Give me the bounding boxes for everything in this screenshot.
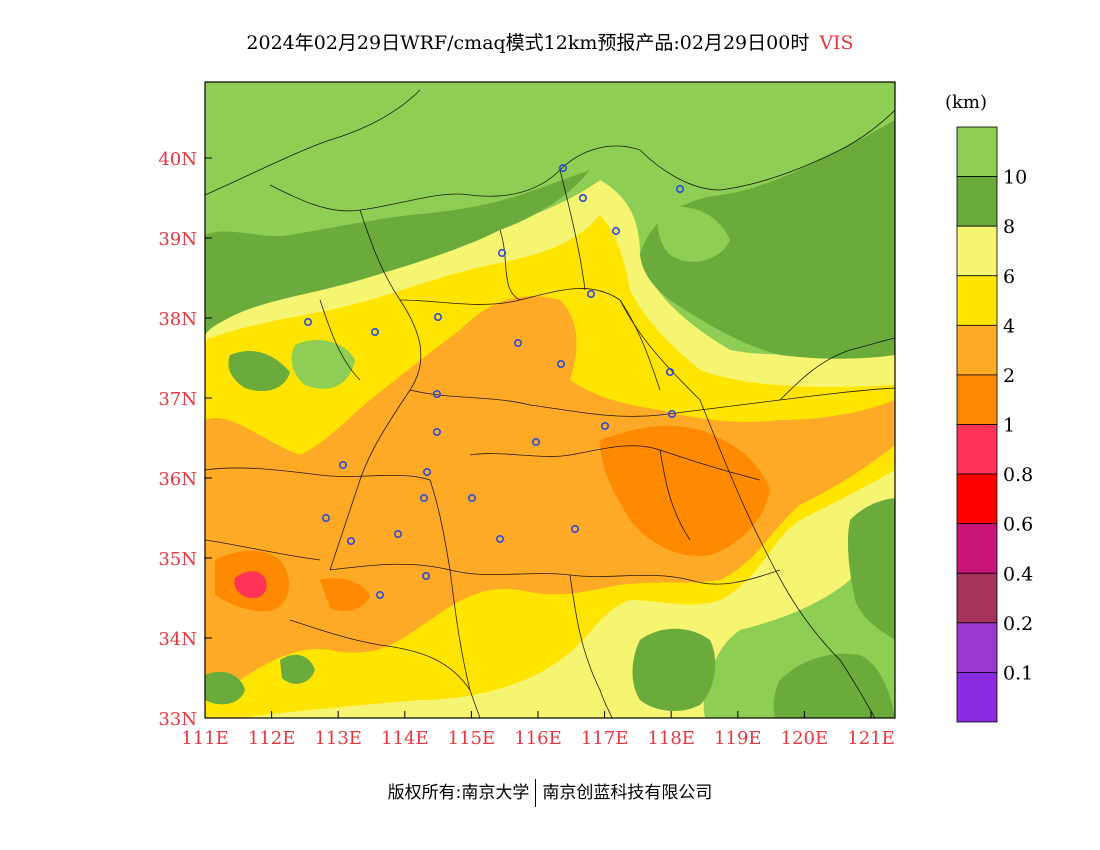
colorbar-label: 0.1 (1003, 662, 1033, 684)
copyright-footer: 版权所有:南京大学 南京创蓝科技有限公司 (0, 778, 1100, 807)
lon-tick-label: 115E (448, 728, 496, 749)
colorbar-label: 1 (1003, 415, 1015, 437)
legend-unit: (km) (945, 92, 987, 113)
visibility-field (205, 82, 895, 718)
colorbar-segment (956, 523, 998, 574)
lon-tick-label: 112E (248, 728, 296, 749)
station-marker (513, 338, 522, 347)
colorbar-segment (956, 572, 998, 624)
lat-tick-label: 33N (158, 709, 197, 730)
station-marker (321, 513, 330, 522)
station-marker (586, 289, 595, 298)
colorbar-segment (956, 126, 998, 177)
station-marker (419, 493, 428, 502)
station-marker (393, 529, 402, 538)
lat-tick-label: 38N (158, 309, 197, 330)
colorbar-segment (956, 424, 998, 475)
station-marker (303, 317, 312, 326)
map-frame (204, 81, 896, 719)
station-marker (467, 493, 476, 502)
latitude-axis: 33N 34N 35N 36N 37N 38N 39N 40N (158, 149, 212, 730)
lon-tick-label: 117E (581, 728, 629, 749)
title-text: 2024年02月29日WRF/cmaq模式12km预报产品:02月29日00时 (246, 32, 810, 54)
station-markers (303, 164, 684, 599)
colorbar-label: 4 (1003, 315, 1015, 337)
station-marker (346, 536, 355, 545)
colorbar-segment (956, 622, 998, 673)
colorbar-label: 6 (1003, 266, 1015, 288)
station-marker (556, 359, 565, 368)
station-marker (570, 524, 579, 533)
lon-tick-label: 120E (781, 728, 829, 749)
copyright-right: 南京创蓝科技有限公司 (542, 783, 713, 803)
lon-tick-label: 118E (647, 728, 695, 749)
colorbar-segment (956, 672, 998, 723)
station-marker (421, 571, 430, 580)
station-marker (497, 249, 506, 258)
colorbar-segment (956, 324, 998, 376)
colorbar-label: 2 (1003, 365, 1015, 387)
colorbar-segment (956, 275, 998, 326)
station-marker (578, 194, 587, 203)
lat-tick-label: 40N (158, 149, 197, 170)
colorbar-segment (956, 374, 998, 425)
longitude-axis: 111E 112E 113E 114E 115E 116E 117E 118E 119E 120E… (181, 711, 895, 749)
lon-tick-label: 111E (181, 728, 229, 749)
station-marker (611, 227, 620, 236)
lon-tick-label: 119E (714, 728, 762, 749)
colorbar-label: 0.4 (1003, 563, 1033, 585)
station-marker (531, 437, 540, 446)
colorbar-label: 0.6 (1003, 514, 1033, 536)
lon-tick-label: 121E (847, 728, 895, 749)
lat-tick-label: 34N (158, 629, 197, 650)
station-marker (600, 421, 609, 430)
station-marker (422, 467, 431, 476)
colorbar-label: 0.2 (1003, 613, 1033, 635)
station-marker (432, 427, 441, 436)
title-variable: VIS (819, 32, 854, 54)
station-marker (433, 312, 442, 321)
copyright-left: 版权所有:南京大学 (387, 783, 530, 803)
lon-tick-label: 116E (514, 728, 562, 749)
station-marker (495, 534, 504, 543)
footer-separator (535, 779, 537, 807)
colorbar: 10 8 6 4 2 1 0.8 0.6 0.4 0.2 0.1 (956, 126, 1033, 723)
station-marker (558, 164, 567, 173)
station-marker (432, 389, 441, 398)
colorbar-segment (956, 225, 998, 277)
lat-tick-label: 36N (158, 469, 197, 490)
lat-tick-label: 39N (158, 229, 197, 250)
station-marker (675, 185, 684, 194)
station-marker (665, 367, 674, 376)
colorbar-label: 0.8 (1003, 464, 1033, 486)
lon-tick-label: 114E (381, 728, 429, 749)
colorbar-label: 10 (1003, 167, 1027, 189)
station-marker (667, 409, 676, 418)
station-marker (375, 590, 384, 599)
map-title: 2024年02月29日WRF/cmaq模式12km预报产品:02月29日00时 V… (0, 28, 1100, 55)
lat-tick-label: 35N (158, 549, 197, 570)
station-marker (370, 327, 379, 336)
lon-tick-label: 113E (314, 728, 362, 749)
lat-tick-label: 37N (158, 389, 197, 410)
colorbar-segment (956, 176, 998, 227)
station-marker (338, 460, 347, 469)
colorbar-label: 8 (1003, 216, 1015, 238)
colorbar-segment (956, 473, 998, 525)
